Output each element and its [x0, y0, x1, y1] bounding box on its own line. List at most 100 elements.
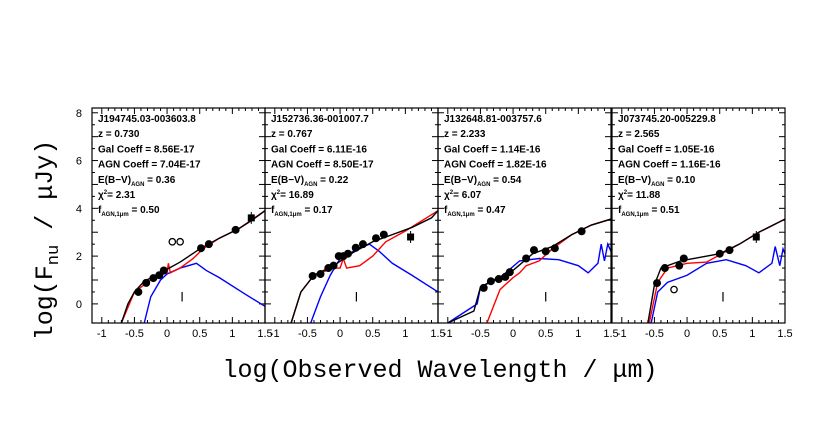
- data-point: [358, 240, 367, 249]
- data-point: [505, 268, 514, 277]
- x-tick-label: 0.5: [538, 328, 553, 340]
- galaxy-model-line: [290, 210, 438, 323]
- data-point: [379, 230, 388, 239]
- data-point: [550, 244, 559, 253]
- data-point: [308, 271, 317, 280]
- x-tick-label: 1.5: [430, 328, 445, 340]
- x-axis-label: log(Observed Wavelength / μm): [222, 356, 657, 385]
- gal-coeff: Gal Coeff = 1.14E-16: [444, 144, 541, 155]
- x-tick-label: 1: [402, 328, 408, 340]
- x-tick-label: -0.5: [125, 328, 144, 340]
- y-tick-label: 0: [76, 299, 82, 311]
- data-point: [371, 234, 380, 243]
- gal-coeff: Gal Coeff = 8.56E-17: [98, 144, 195, 155]
- data-point: [231, 225, 240, 234]
- object-name: J152736.36-001007.7: [271, 114, 369, 125]
- x-tick-label: 0.5: [712, 328, 727, 340]
- data-point: [577, 227, 586, 236]
- redshift: z = 0.730: [98, 129, 140, 140]
- data-point: [725, 246, 734, 255]
- data-point: [529, 246, 538, 255]
- curves: [290, 210, 438, 323]
- x-tick-label: -1: [270, 328, 280, 340]
- gal-coeff: Gal Coeff = 6.11E-16: [271, 144, 367, 155]
- x-tick-label: -0.5: [645, 328, 664, 340]
- ebv-agn: E(B−V)AGN = 0.36: [98, 175, 176, 188]
- chi-squared: χ2= 16.89: [271, 190, 314, 201]
- object-name: J132648.81-003757.6: [444, 114, 542, 125]
- data-point: [494, 275, 503, 284]
- agn-coeff: AGN Coeff = 8.50E-17: [271, 160, 374, 171]
- x-tick-label: -1: [617, 328, 627, 340]
- x-tick-label: 0: [684, 328, 690, 340]
- x-tick-label: 1.5: [257, 328, 272, 340]
- panel-frame: [437, 107, 612, 324]
- redshift: z = 2.233: [444, 129, 486, 140]
- curves: [120, 210, 265, 323]
- curves: [647, 218, 785, 323]
- open-point: [176, 237, 184, 246]
- redshift: z = 0.767: [271, 129, 313, 140]
- chi-squared: χ2= 11.88: [618, 190, 661, 201]
- y-axis-label: log(Fnu / μJy): [31, 140, 64, 340]
- total-model-line: [290, 210, 438, 323]
- x-tick-label: 1.5: [777, 328, 792, 340]
- x-tick-label: -0.5: [298, 328, 317, 340]
- data-point: [134, 287, 143, 296]
- data-point: [522, 254, 531, 263]
- y-tick-label: 8: [76, 108, 82, 120]
- data-point: [142, 278, 151, 287]
- open-point: [670, 285, 678, 294]
- x-tick-label: 0.5: [192, 328, 207, 340]
- x-tick-label: 1.5: [603, 328, 618, 340]
- data-point: [541, 247, 550, 256]
- data-point: [197, 244, 206, 253]
- data-point: [204, 240, 213, 249]
- agn-fraction: fAGN,1μm = 0.47: [444, 205, 506, 218]
- ebv-agn: E(B−V)AGN = 0.10: [618, 175, 696, 188]
- data-point: [675, 261, 684, 270]
- data-point: [486, 277, 495, 286]
- x-tick-label: 1: [575, 328, 581, 340]
- redshift: z = 2.565: [618, 129, 660, 140]
- x-tick-label: -1: [443, 328, 453, 340]
- data-point: [159, 266, 168, 275]
- object-name: J194745.03-003603.8: [98, 114, 196, 125]
- y-tick-label: 6: [76, 156, 82, 168]
- galaxy-model-line: [120, 210, 265, 323]
- x-tick-label: 0: [510, 328, 516, 340]
- ebv-agn: E(B−V)AGN = 0.22: [271, 175, 349, 188]
- agn-fraction: fAGN,1μm = 0.51: [618, 205, 680, 218]
- agn-model-line: [310, 243, 438, 323]
- panel-1: -1 -0.5 0 0.5 1 1.5 0 2 4 6 8 J194745.03-003603.8 z …: [76, 107, 273, 340]
- galaxy-model-line: [486, 218, 611, 323]
- chi-squared: χ2= 6.07: [444, 190, 482, 201]
- panel-3: -1 -0.5 0 0.5 1 1.5 J132648.81-003757.6 z = 2.2…: [437, 107, 619, 340]
- agn-fraction: fAGN,1μm = 0.17: [271, 205, 333, 218]
- agn-coeff: AGN Coeff = 1.16E-16: [618, 160, 721, 171]
- x-tick-label: 1: [229, 328, 235, 340]
- data-point: [343, 249, 352, 258]
- total-model-line: [647, 218, 785, 323]
- agn-coeff: AGN Coeff = 7.04E-17: [98, 160, 201, 171]
- x-tick-label: 0: [164, 328, 170, 340]
- object-name: J073745.20-005229.8: [618, 114, 716, 125]
- y-tick-label: 2: [76, 251, 82, 263]
- x-tick-label: 0.5: [365, 328, 380, 340]
- agn-fraction: fAGN,1μm = 0.50: [98, 205, 160, 218]
- agn-model-line: [143, 262, 265, 323]
- chi-squared: χ2= 2.31: [98, 190, 136, 201]
- gal-coeff: Gal Coeff = 1.05E-16: [618, 144, 715, 155]
- data-point: [329, 261, 338, 270]
- ebv-agn: E(B−V)AGN = 0.54: [444, 175, 522, 188]
- data-point: [653, 279, 662, 288]
- x-tick-label: -0.5: [471, 328, 490, 340]
- data-point: [679, 254, 688, 263]
- data-point: [715, 249, 724, 258]
- panel-4: -1 -0.5 0 0.5 1 1.5 J073745.20-005229.8 z = 2.5…: [611, 107, 793, 340]
- y-tick-label: 4: [76, 203, 82, 215]
- open-point: [168, 237, 177, 246]
- x-tick-label: -1: [97, 328, 107, 340]
- galaxy-model-line: [648, 218, 785, 323]
